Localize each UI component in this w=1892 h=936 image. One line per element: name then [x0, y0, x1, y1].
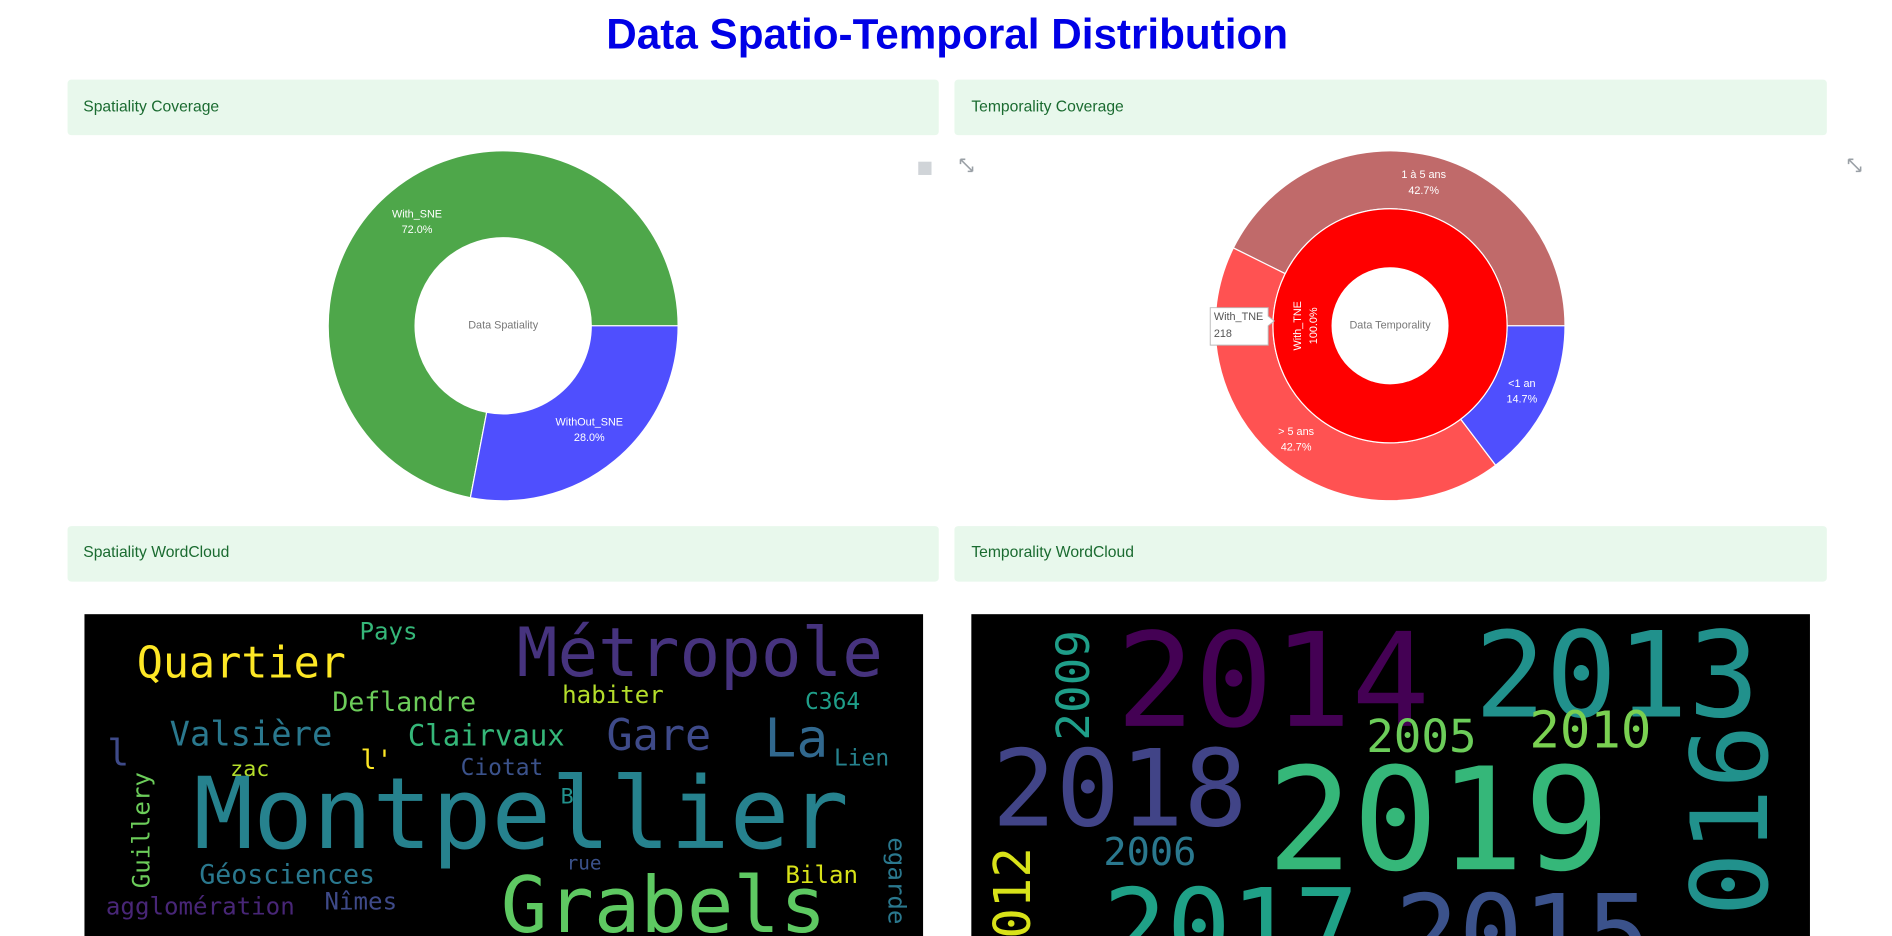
word: 2015	[1395, 872, 1651, 936]
ring-segment	[327, 150, 679, 499]
segment-value: 42.7%	[1408, 185, 1439, 197]
word: Ciotat	[461, 755, 544, 781]
panel-title: Spatiality WordCloud	[83, 544, 229, 561]
word: C364	[805, 689, 860, 715]
toolbar-icon[interactable]	[918, 161, 932, 175]
word: Montpellier	[194, 757, 849, 872]
segment-value: 72.0%	[402, 224, 433, 236]
word: Gare	[607, 711, 712, 761]
word: 2019	[1267, 737, 1610, 903]
wordcloud-bg	[84, 614, 924, 936]
word: egarde	[882, 837, 910, 924]
segment-label: 1 à 5 ans	[1401, 169, 1446, 181]
word: 2017	[1103, 866, 1359, 936]
panel-title: Temporality Coverage	[971, 99, 1124, 116]
panel-header	[954, 526, 1827, 582]
panel-header	[67, 79, 939, 136]
center-label: Data Temporality	[1349, 320, 1431, 332]
word: agglomération	[106, 892, 295, 920]
segment-value: 42.7%	[1281, 441, 1312, 453]
panel-title: Temporality WordCloud	[971, 544, 1134, 561]
word: 2009	[1046, 630, 1100, 740]
word: Deflandre	[332, 687, 476, 718]
page-title: Data Spatio-Temporal Distribution	[606, 11, 1288, 58]
word: Métropole	[517, 613, 883, 692]
word: Grabels	[501, 861, 826, 936]
word: Pays	[359, 617, 417, 645]
word: 2013	[1474, 606, 1759, 744]
word: Nîmes	[324, 888, 397, 916]
word: Lien	[834, 745, 889, 771]
panel-title: Spatiality Coverage	[83, 99, 219, 116]
word: B	[561, 785, 574, 810]
word: Bilan	[785, 861, 858, 889]
expand-icon[interactable]	[959, 158, 974, 173]
word: habiter	[562, 681, 664, 709]
word: 016	[1669, 725, 1793, 917]
segment-label: > 5 ans	[1278, 426, 1314, 438]
word: l'	[360, 745, 392, 776]
word: 012	[983, 847, 1042, 936]
root-value: 100.0%	[1308, 307, 1320, 344]
expand-icon[interactable]	[1847, 158, 1862, 173]
word: Clairvaux	[408, 718, 565, 752]
tooltip-box	[1209, 307, 1275, 346]
word: zac	[230, 757, 269, 782]
tooltip-label: With_TNE	[1214, 311, 1263, 323]
word: 2018	[992, 728, 1248, 852]
word: Quartier	[137, 639, 346, 689]
segment-label: WithOut_SNE	[556, 417, 624, 429]
word: Guillery	[127, 772, 155, 888]
panel-header	[954, 79, 1827, 136]
center-label: Data Spatiality	[468, 320, 538, 332]
segment-label: <1 an	[1508, 378, 1535, 390]
wordcloud: Pays Quartier Métropole Deflandre habiter C36…	[106, 613, 910, 936]
word: 2010	[1529, 701, 1651, 760]
panel-header	[67, 526, 939, 582]
word: Valsière	[170, 715, 333, 754]
word: Géosciences	[199, 860, 375, 891]
word: 2005	[1366, 709, 1476, 763]
root-segment	[1272, 208, 1508, 444]
segment-value: 14.7%	[1506, 394, 1537, 406]
word: 2006	[1103, 830, 1196, 875]
ring-segment	[469, 325, 679, 502]
tooltip-value: 218	[1214, 328, 1232, 340]
word: 2014	[1116, 605, 1430, 757]
word: rue	[567, 851, 602, 874]
wordcloud: 2014 2013 2009 2005 2010 016 2018 2019 2006 012 20…	[983, 605, 1793, 936]
wordcloud-bg	[971, 614, 1810, 936]
word: La	[764, 708, 828, 770]
segment-value: 28.0%	[574, 432, 605, 444]
segment-label: With_SNE	[392, 208, 442, 220]
root-label: With_TNE	[1292, 301, 1304, 350]
word: l	[107, 731, 129, 774]
